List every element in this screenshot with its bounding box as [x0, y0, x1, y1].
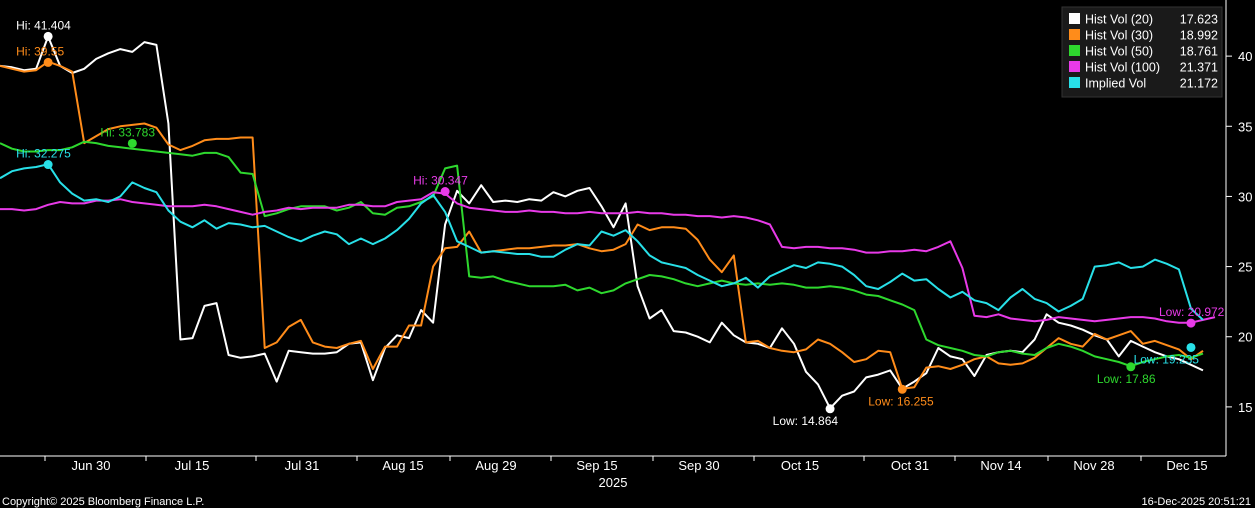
series-line-3: [0, 191, 1216, 324]
legend-series-name: Implied Vol: [1085, 77, 1146, 91]
legend-swatch: [1069, 29, 1080, 40]
annotation-marker: [1186, 318, 1196, 328]
annotation-label: Hi: 33.783: [100, 125, 155, 139]
legend-swatch: [1069, 61, 1080, 72]
annotation-marker: [43, 31, 53, 41]
x-tick-label: Jun 30: [71, 458, 110, 473]
legend-swatch: [1069, 77, 1080, 88]
legend-series-last: 21.371: [1180, 61, 1218, 75]
annotation-label: Low: 16.255: [868, 394, 934, 408]
y-tick-label: 20: [1238, 330, 1252, 345]
annotation-marker: [1126, 362, 1136, 372]
annotation-marker: [825, 404, 835, 414]
x-tick-label: Sep 15: [576, 458, 617, 473]
series-lines: [0, 35, 1216, 410]
x-tick-label: Oct 15: [781, 458, 819, 473]
annotation-marker: [1186, 342, 1196, 352]
timestamp-text: 16-Dec-2025 20:51:21: [1141, 496, 1251, 508]
legend-series-last: 21.172: [1180, 77, 1218, 91]
legend-swatch: [1069, 13, 1080, 24]
annotation-label: Hi: 41.404: [16, 18, 71, 32]
annotation-label: Hi: 39.55: [16, 44, 64, 58]
legend: Hist Vol (20) 17.623 Hist Vol (30) 18.992 Hi…: [1061, 6, 1223, 98]
legend-series-name: Hist Vol (20): [1085, 13, 1153, 27]
y-tick-label: 40: [1238, 49, 1252, 64]
x-tick-label: Nov 28: [1073, 458, 1114, 473]
annotation-marker: [43, 160, 53, 170]
legend-series-last: 17.623: [1180, 13, 1218, 27]
legend-series-last: 18.761: [1180, 45, 1218, 59]
y-tick-label: 25: [1238, 260, 1252, 275]
y-tick-label: 30: [1238, 189, 1252, 204]
y-axis-ticks: 15 20 25 30 35 40: [1226, 49, 1252, 415]
x-tick-label: Aug 15: [382, 458, 423, 473]
x-tick-label: Jul 15: [175, 458, 210, 473]
x-tick-label: Sep 30: [678, 458, 719, 473]
series-line-4: [0, 163, 1204, 321]
series-line-2: [0, 140, 1204, 368]
legend-swatch: [1069, 45, 1080, 56]
x-tick-label: Oct 31: [891, 458, 929, 473]
annotation-label: Hi: 32.275: [16, 147, 71, 161]
annotation-marker: [440, 187, 450, 197]
y-tick-label: 35: [1238, 119, 1252, 134]
annotation-label: Low: 19.235: [1134, 352, 1200, 366]
legend-series-name: Hist Vol (30): [1085, 29, 1153, 43]
annotation-markers: Hi: 41.404 Hi: 39.55 Hi: 33.783 Hi: 32.275 H…: [16, 18, 1225, 427]
x-axis-year-label: 2025: [599, 475, 628, 490]
legend-background: [1061, 6, 1223, 98]
annotation-label: Hi: 30.347: [413, 174, 468, 188]
legend-series-name: Hist Vol (100): [1085, 61, 1160, 75]
series-line-1: [0, 60, 1204, 390]
x-tick-label: Jul 31: [285, 458, 320, 473]
annotation-marker: [127, 138, 137, 148]
annotation-label: Low: 17.86: [1097, 372, 1156, 386]
x-tick-label: Dec 15: [1166, 458, 1207, 473]
copyright-text: Copyright© 2025 Bloomberg Finance L.P.: [2, 496, 205, 508]
annotation-label: Low: 14.864: [773, 414, 839, 428]
y-tick-label: 15: [1238, 400, 1252, 415]
x-tick-label: Nov 14: [980, 458, 1021, 473]
annotation-label: Low: 20.972: [1159, 305, 1225, 319]
x-axis-ticks: Jun 30 Jul 15 Jul 31 Aug 15 Aug 29 Sep 15 Sep …: [44, 456, 1208, 473]
x-tick-label: Aug 29: [475, 458, 516, 473]
annotation-marker: [43, 57, 53, 67]
annotation-marker: [897, 384, 907, 394]
legend-series-last: 18.992: [1180, 29, 1218, 43]
legend-series-name: Hist Vol (50): [1085, 45, 1153, 59]
